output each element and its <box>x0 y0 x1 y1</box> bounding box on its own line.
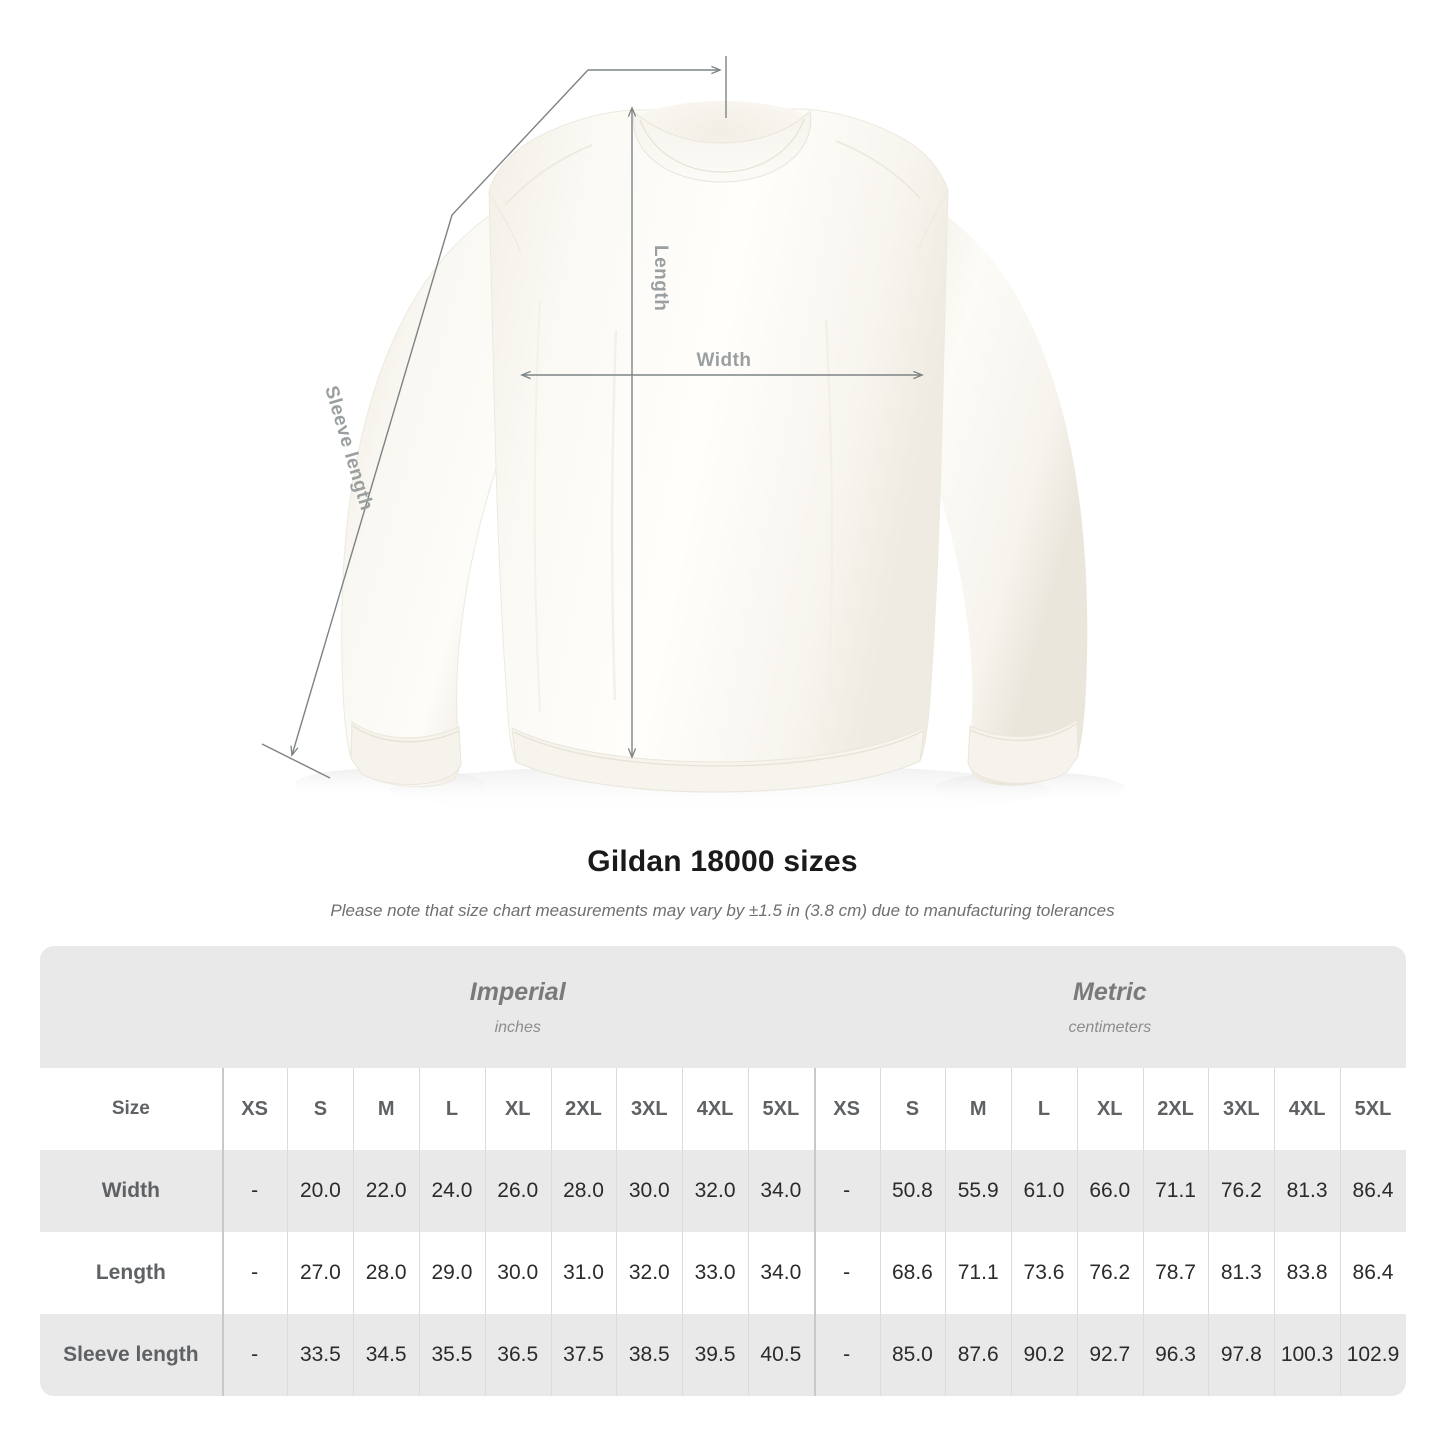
garment-illustration: Length Width Sleeve length <box>261 56 1125 816</box>
cell-length-metric-3xl: 81.3 <box>1208 1232 1275 1314</box>
cell-length-metric-s: 68.6 <box>879 1232 946 1314</box>
size-header-imperial-m: M <box>353 1068 420 1150</box>
cell-width-metric-m: 55.9 <box>945 1150 1012 1232</box>
cell-sleeve-length-imperial-2xl: 37.5 <box>550 1314 617 1396</box>
length-label: Length <box>650 245 671 311</box>
cell-width-metric-3xl: 76.2 <box>1208 1150 1275 1232</box>
cell-width-imperial-s: 20.0 <box>287 1150 354 1232</box>
cell-sleeve-length-metric-l: 90.2 <box>1011 1314 1077 1396</box>
title-block: Gildan 18000 sizes Please note that size… <box>0 845 1445 922</box>
cell-length-imperial-l: 29.0 <box>419 1232 485 1314</box>
cell-length-imperial-m: 28.0 <box>353 1232 420 1314</box>
cell-length-imperial-5xl: 34.0 <box>747 1232 814 1314</box>
cell-width-metric-xl: 66.0 <box>1076 1150 1143 1232</box>
cell-sleeve-length-metric-s: 85.0 <box>879 1314 946 1396</box>
size-header-metric-xs: XS <box>813 1068 880 1150</box>
cell-sleeve-length-imperial-l: 35.5 <box>419 1314 485 1396</box>
cell-sleeve-length-imperial-xs: - <box>221 1314 288 1396</box>
size-header-metric-2xl: 2XL <box>1142 1068 1209 1150</box>
cell-sleeve-length-metric-xl: 92.7 <box>1076 1314 1143 1396</box>
cell-width-metric-2xl: 71.1 <box>1142 1150 1209 1232</box>
measurement-annotations <box>261 56 922 779</box>
size-header-metric-5xl: 5XL <box>1339 1068 1406 1150</box>
column-header-size: Size <box>40 1068 222 1150</box>
cell-sleeve-length-metric-m: 87.6 <box>945 1314 1012 1396</box>
row-label-width: Width <box>40 1150 222 1232</box>
cell-width-imperial-3xl: 30.0 <box>616 1150 683 1232</box>
size-header-imperial-3xl: 3XL <box>616 1068 683 1150</box>
cell-width-imperial-5xl: 34.0 <box>747 1150 814 1232</box>
size-header-metric-m: M <box>945 1068 1012 1150</box>
size-header-metric-3xl: 3XL <box>1208 1068 1275 1150</box>
cell-length-metric-xs: - <box>813 1232 880 1314</box>
cell-sleeve-length-metric-4xl: 100.3 <box>1274 1314 1340 1396</box>
tolerance-note: Please note that size chart measurements… <box>330 901 1115 920</box>
cell-sleeve-length-metric-3xl: 97.8 <box>1208 1314 1275 1396</box>
cell-length-metric-5xl: 86.4 <box>1339 1232 1406 1314</box>
size-header-imperial-xs: XS <box>221 1068 288 1150</box>
cell-sleeve-length-metric-5xl: 102.9 <box>1339 1314 1406 1396</box>
cell-width-imperial-l: 24.0 <box>419 1150 485 1232</box>
cell-width-metric-s: 50.8 <box>879 1150 946 1232</box>
unit-header-row: Imperial inches Metric centimeters <box>40 946 1406 1068</box>
sleeve-length-measure <box>261 56 727 779</box>
cell-width-metric-xs: - <box>813 1150 880 1232</box>
cell-width-metric-4xl: 81.3 <box>1274 1150 1340 1232</box>
cell-length-imperial-s: 27.0 <box>287 1232 354 1314</box>
size-header-metric-4xl: 4XL <box>1274 1068 1340 1150</box>
unit-header-spacer <box>40 946 222 1068</box>
cell-length-imperial-xs: - <box>221 1232 288 1314</box>
cell-length-metric-xl: 76.2 <box>1076 1232 1143 1314</box>
size-header-imperial-s: S <box>287 1068 354 1150</box>
cell-sleeve-length-imperial-3xl: 38.5 <box>616 1314 683 1396</box>
page-title: Gildan 18000 sizes <box>587 845 858 878</box>
cell-width-imperial-4xl: 32.0 <box>682 1150 748 1232</box>
cell-length-metric-m: 71.1 <box>945 1232 1012 1314</box>
table-row: Sleeve length -33.5 34.5 35.5 36.5 37.5 38.5 39… <box>40 1314 1406 1396</box>
unit-name: Metric <box>1073 977 1147 1006</box>
cell-width-imperial-xs: - <box>221 1150 288 1232</box>
size-chart-table-container: Imperial inches Metric centimeters Size XS S M L… <box>40 946 1406 1396</box>
table-row: Length -27.0 28.0 29.0 30.0 31.0 32.0 33.0 34.0-… <box>40 1232 1406 1314</box>
unit-header-metric: Metric centimeters <box>813 946 1406 1068</box>
cell-width-imperial-m: 22.0 <box>353 1150 420 1232</box>
unit-name: Imperial <box>469 977 566 1006</box>
unit-header-imperial: Imperial inches <box>221 946 814 1068</box>
cell-width-imperial-xl: 26.0 <box>484 1150 551 1232</box>
cell-length-imperial-4xl: 33.0 <box>682 1232 748 1314</box>
size-header-metric-l: L <box>1011 1068 1077 1150</box>
cell-sleeve-length-imperial-5xl: 40.5 <box>747 1314 814 1396</box>
sweatshirt-graphic <box>341 101 1088 793</box>
cell-width-metric-5xl: 86.4 <box>1339 1150 1406 1232</box>
size-header-row: Size XS S M L XL 2XL 3XL 4XL 5XL XS S M L XL 2XL 3XL 4XL 5… <box>40 1068 1406 1150</box>
row-label-sleeve-length: Sleeve length <box>40 1314 222 1396</box>
size-header-imperial-xl: XL <box>484 1068 551 1150</box>
size-header-imperial-4xl: 4XL <box>682 1068 748 1150</box>
size-header-metric-xl: XL <box>1076 1068 1143 1150</box>
cell-length-metric-2xl: 78.7 <box>1142 1232 1209 1314</box>
cell-length-metric-l: 73.6 <box>1011 1232 1077 1314</box>
cell-width-metric-l: 61.0 <box>1011 1150 1077 1232</box>
cell-sleeve-length-metric-xs: - <box>813 1314 880 1396</box>
width-label: Width <box>696 350 751 371</box>
cell-width-imperial-2xl: 28.0 <box>550 1150 617 1232</box>
table-row: Width -20.0 22.0 24.0 26.0 28.0 30.0 32.0 34.0-5… <box>40 1150 1406 1232</box>
cell-length-metric-4xl: 83.8 <box>1274 1232 1340 1314</box>
unit-subtitle: inches <box>494 1018 541 1036</box>
cell-sleeve-length-imperial-s: 33.5 <box>287 1314 354 1396</box>
cell-sleeve-length-metric-2xl: 96.3 <box>1142 1314 1209 1396</box>
cell-sleeve-length-imperial-xl: 36.5 <box>484 1314 551 1396</box>
unit-subtitle: centimeters <box>1068 1018 1152 1036</box>
size-header-imperial-l: L <box>419 1068 485 1150</box>
cell-sleeve-length-imperial-4xl: 39.5 <box>682 1314 748 1396</box>
cell-length-imperial-3xl: 32.0 <box>616 1232 683 1314</box>
cell-length-imperial-2xl: 31.0 <box>550 1232 617 1314</box>
row-label-length: Length <box>40 1232 222 1314</box>
cell-sleeve-length-imperial-m: 34.5 <box>353 1314 420 1396</box>
size-chart-table: Imperial inches Metric centimeters Size XS S M L… <box>40 946 1406 1396</box>
cell-length-imperial-xl: 30.0 <box>484 1232 551 1314</box>
size-header-imperial-2xl: 2XL <box>550 1068 617 1150</box>
size-header-metric-s: S <box>879 1068 946 1150</box>
size-header-imperial-5xl: 5XL <box>747 1068 814 1150</box>
